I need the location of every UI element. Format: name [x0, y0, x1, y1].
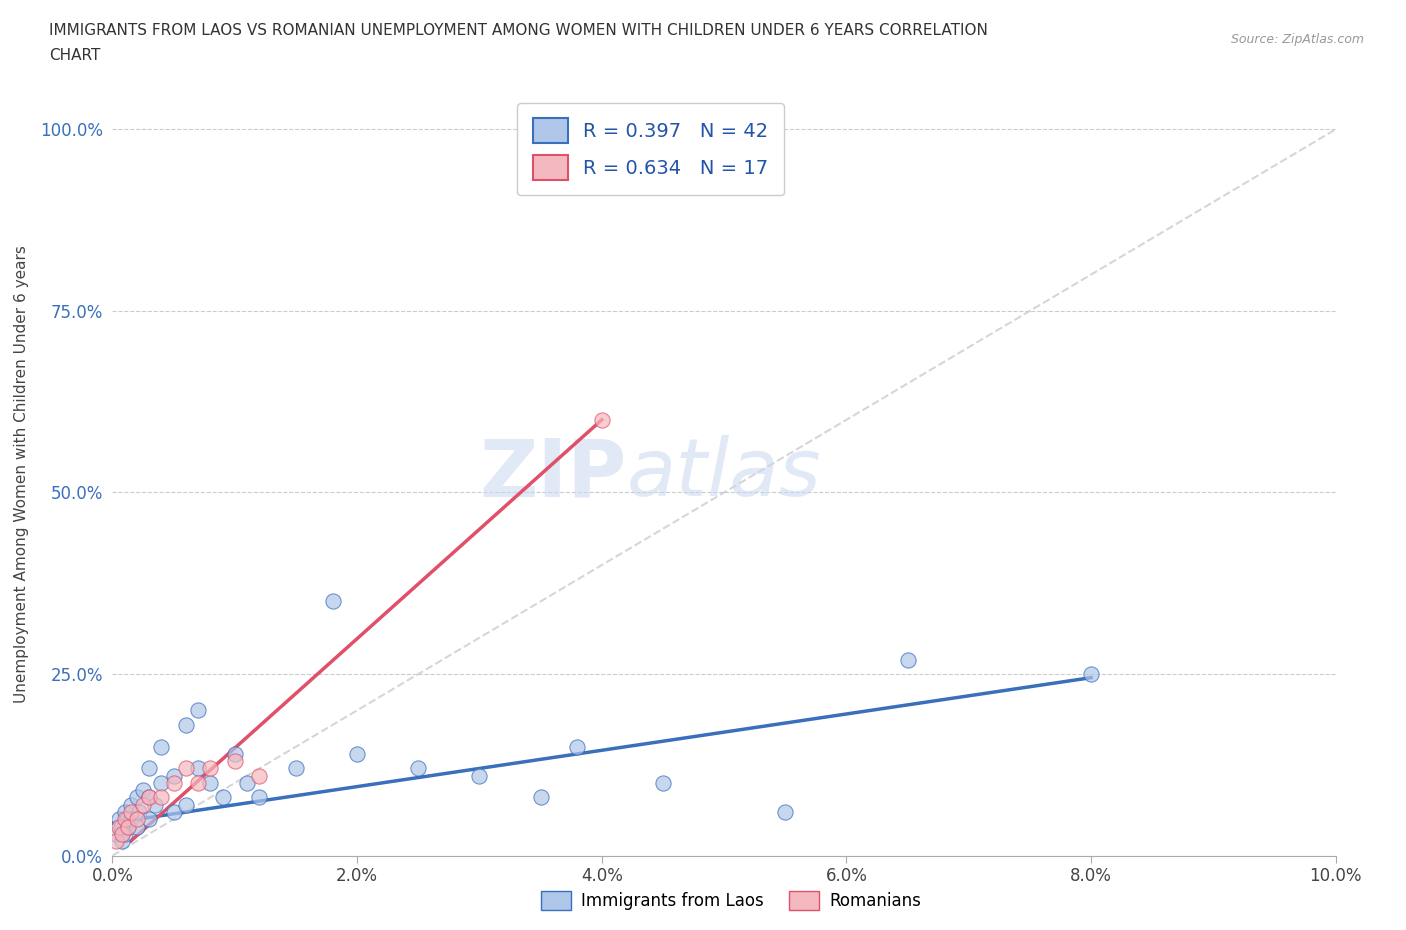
Point — [138, 761, 160, 776]
Point — [163, 804, 186, 819]
Point — [107, 819, 129, 834]
Point — [408, 761, 430, 776]
Point — [110, 819, 132, 834]
Point — [200, 776, 222, 790]
Point — [163, 776, 186, 790]
Text: atlas: atlas — [626, 435, 821, 513]
Point — [468, 768, 491, 783]
Point — [128, 804, 150, 819]
Point — [530, 790, 553, 805]
Point — [322, 594, 344, 609]
Point — [247, 768, 270, 783]
Point — [187, 776, 209, 790]
Point — [174, 797, 197, 812]
Text: IMMIGRANTS FROM LAOS VS ROMANIAN UNEMPLOYMENT AMONG WOMEN WITH CHILDREN UNDER 6 : IMMIGRANTS FROM LAOS VS ROMANIAN UNEMPLO… — [49, 23, 988, 38]
Point — [187, 761, 209, 776]
Text: ZIP: ZIP — [479, 435, 626, 513]
Point — [114, 812, 136, 827]
Point — [224, 753, 246, 768]
Point — [125, 819, 148, 834]
Point — [138, 812, 160, 827]
Point — [163, 768, 186, 783]
Point — [1080, 667, 1102, 682]
Point — [247, 790, 270, 805]
Point — [107, 812, 129, 827]
Legend: R = 0.397   N = 42, R = 0.634   N = 17: R = 0.397 N = 42, R = 0.634 N = 17 — [517, 102, 785, 195]
Point — [174, 717, 197, 732]
Point — [125, 790, 148, 805]
Point — [346, 747, 368, 762]
Point — [236, 776, 259, 790]
Point — [120, 812, 142, 827]
Point — [111, 833, 134, 848]
Point — [150, 739, 173, 754]
Point — [117, 819, 139, 834]
Legend: Immigrants from Laos, Romanians: Immigrants from Laos, Romanians — [534, 884, 928, 917]
Point — [775, 804, 797, 819]
Point — [114, 804, 136, 819]
Point — [591, 412, 613, 427]
Point — [211, 790, 233, 805]
Point — [143, 797, 166, 812]
Point — [125, 812, 148, 827]
Point — [120, 797, 142, 812]
Point — [567, 739, 589, 754]
Point — [138, 790, 160, 805]
Y-axis label: Unemployment Among Women with Children Under 6 years: Unemployment Among Women with Children U… — [14, 246, 28, 703]
Point — [105, 833, 128, 848]
Point — [174, 761, 197, 776]
Point — [105, 827, 128, 842]
Point — [200, 761, 222, 776]
Point — [111, 827, 134, 842]
Point — [114, 827, 136, 842]
Point — [224, 747, 246, 762]
Point — [117, 819, 139, 834]
Text: CHART: CHART — [49, 48, 101, 63]
Point — [652, 776, 675, 790]
Point — [187, 703, 209, 718]
Point — [120, 804, 142, 819]
Point — [150, 790, 173, 805]
Text: Source: ZipAtlas.com: Source: ZipAtlas.com — [1230, 33, 1364, 46]
Point — [138, 790, 160, 805]
Point — [150, 776, 173, 790]
Point — [284, 761, 308, 776]
Point — [897, 652, 920, 667]
Point — [132, 783, 155, 798]
Point — [132, 797, 155, 812]
Point — [115, 812, 138, 827]
